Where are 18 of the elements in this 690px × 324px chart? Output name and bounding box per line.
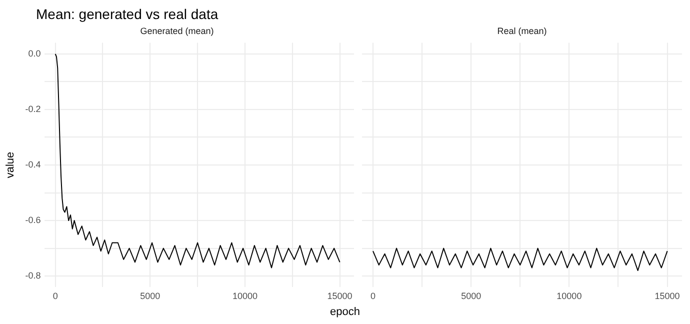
x-tick-label: 15000 — [327, 291, 352, 302]
chart-subtitle: Generated (mean) — [140, 26, 214, 36]
chart-subtitle: Real (mean) — [497, 26, 547, 36]
y-axis-title: value — [4, 152, 17, 178]
x-tick-label: 5000 — [140, 291, 160, 302]
x-tick-label: 10000 — [556, 291, 582, 302]
x-tick-label: 15000 — [654, 291, 680, 302]
y-tick-label: -0.2 — [25, 104, 41, 114]
x-tick-label: 10000 — [232, 291, 258, 302]
x-tick-label: 0 — [370, 291, 376, 302]
x-tick-label: 5000 — [461, 291, 482, 302]
x-tick-label: 0 — [52, 291, 58, 302]
y-tick-label: 0.0 — [28, 48, 41, 58]
y-tick-label: -0.6 — [25, 215, 41, 226]
x-axis-title: epoch — [329, 306, 361, 318]
y-tick-label: -0.8 — [25, 270, 41, 281]
y-tick-label: -0.4 — [25, 159, 41, 170]
chart-title: Mean: generated vs real data — [36, 6, 218, 22]
